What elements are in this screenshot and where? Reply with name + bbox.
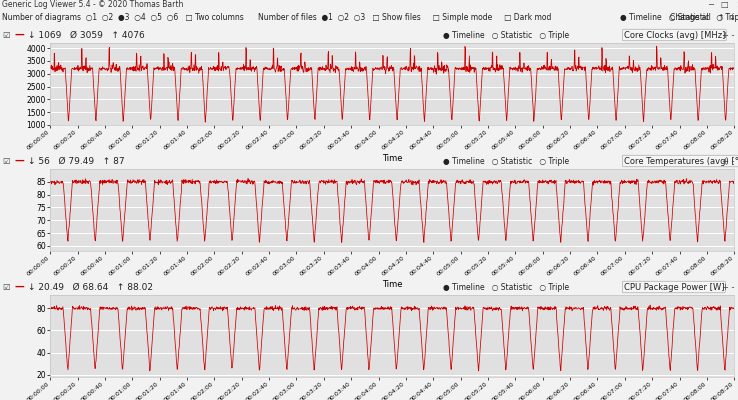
Text: —: —: [15, 282, 24, 292]
Text: —: —: [15, 30, 24, 40]
Text: ↓ 20.49   Ø 68.64   ↑ 88.02: ↓ 20.49 Ø 68.64 ↑ 88.02: [28, 282, 153, 292]
X-axis label: Time: Time: [382, 154, 402, 163]
Text: Core Clocks (avg) [MHz]: Core Clocks (avg) [MHz]: [624, 30, 725, 40]
Text: ─   □   ×: ─ □ ×: [708, 0, 738, 9]
Text: ☑: ☑: [2, 156, 10, 166]
Text: CPU Package Power [W]: CPU Package Power [W]: [624, 282, 724, 292]
Text: + -: + -: [722, 156, 734, 166]
Text: —: —: [15, 156, 24, 166]
Text: + -: + -: [722, 282, 734, 292]
Text: ● Timeline   ○ Statistic   ○ Triple: ● Timeline ○ Statistic ○ Triple: [443, 156, 569, 166]
Text: + -: + -: [722, 30, 734, 40]
Text: ● Timeline   ○ Statistic   ○ Triple: ● Timeline ○ Statistic ○ Triple: [620, 14, 738, 22]
Text: Change all   ↑  ↓: Change all ↑ ↓: [670, 14, 736, 22]
Text: Number of diagrams  ○1  ○2  ●3  ○4  ○5  ○6   □ Two columns      Number of files : Number of diagrams ○1 ○2 ●3 ○4 ○5 ○6 □ T…: [2, 14, 551, 22]
Text: ● Timeline   ○ Statistic   ○ Triple: ● Timeline ○ Statistic ○ Triple: [443, 282, 569, 292]
Text: ↓ 1069   Ø 3059   ↑ 4076: ↓ 1069 Ø 3059 ↑ 4076: [28, 30, 145, 40]
Text: Generic Log Viewer 5.4 - © 2020 Thomas Barth: Generic Log Viewer 5.4 - © 2020 Thomas B…: [2, 0, 184, 9]
Text: ☑: ☑: [2, 30, 10, 40]
Text: ☑: ☑: [2, 282, 10, 292]
X-axis label: Time: Time: [382, 280, 402, 289]
Text: ● Timeline   ○ Statistic   ○ Triple: ● Timeline ○ Statistic ○ Triple: [443, 30, 569, 40]
Text: Core Temperatures (avg) [°C]: Core Temperatures (avg) [°C]: [624, 156, 738, 166]
Text: ↓ 56   Ø 79.49   ↑ 87: ↓ 56 Ø 79.49 ↑ 87: [28, 156, 125, 166]
